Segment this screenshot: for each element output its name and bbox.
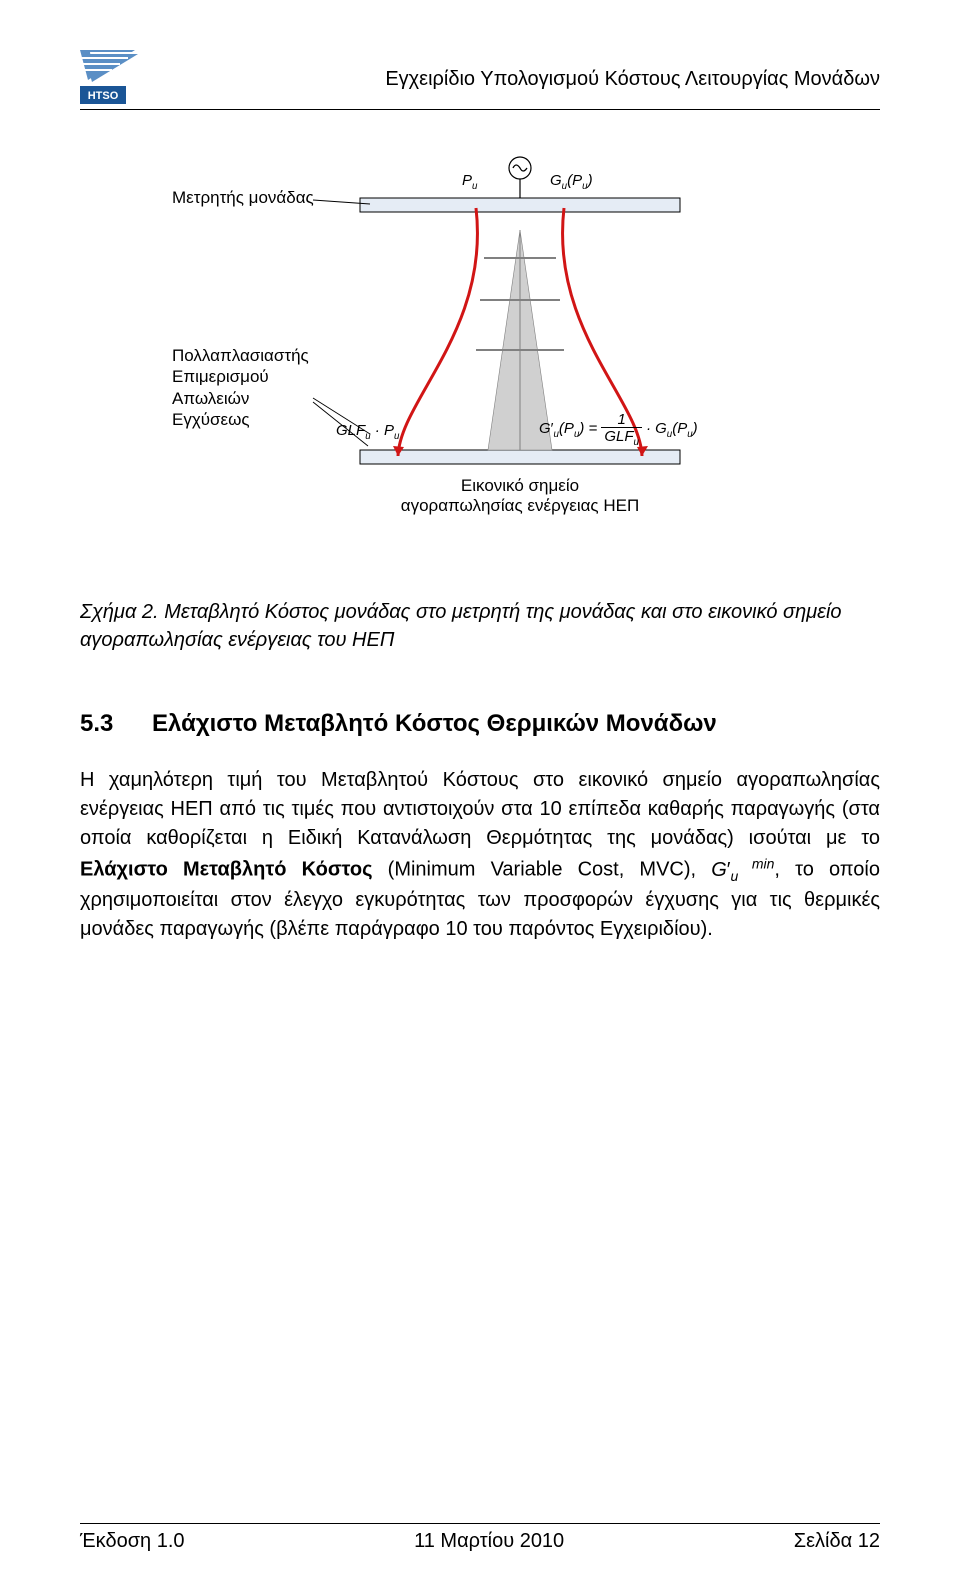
section-title: Ελάχιστο Μεταβλητό Κόστος Θερμικών Μονάδ…: [152, 710, 717, 737]
fig-label-meter: Μετρητής μονάδας: [172, 188, 314, 208]
footer-center: 11 Μαρτίου 2010: [414, 1530, 564, 1553]
header-title: Εγχειρίδιο Υπολογισμού Κόστους Λειτουργί…: [385, 50, 880, 91]
figure-caption: Σχήμα 2. Μεταβλητό Κόστος μονάδας στο με…: [80, 598, 880, 654]
fig-label-virtual-1: Εικονικό σημείο: [400, 476, 640, 496]
footer-right: Σελίδα 12: [794, 1530, 880, 1553]
fig-label-virtual-2: αγοραπωλησίας ενέργειας ΗΕΠ: [400, 496, 640, 516]
fig-label-mult-1: Πολλαπλασιαστής: [172, 345, 309, 366]
body-bold: Ελάχιστο Μεταβλητό Κόστος: [80, 859, 373, 881]
section-heading: 5.3Ελάχιστο Μεταβλητό Κόστος Θερμικών Μο…: [80, 710, 880, 738]
footer-left: Έκδοση 1.0: [80, 1530, 185, 1553]
page-header: HTSO Εγχειρίδιο Υπολογισμού Κόστους Λειτ…: [80, 50, 880, 110]
fig-eq-gupu: Gu(Pu): [550, 172, 593, 192]
page-footer: Έκδοση 1.0 11 Μαρτίου 2010 Σελίδα 12: [80, 1523, 880, 1553]
fig-label-mult-4: Εγχύσεως: [172, 409, 309, 430]
caption-text: Μεταβλητό Κόστος μονάδας στο μετρητή της…: [80, 601, 842, 651]
fig-eq-main: G′u(Pu) = 1 GLFu · Gu(Pu): [539, 412, 698, 448]
body-after-bold: (Minimum Variable Cost, MVC),: [373, 859, 712, 881]
caption-lead: Σχήμα 2.: [80, 601, 159, 623]
body-before-bold: Η χαμηλότερη τιμή του Μεταβλητού Κόστους…: [80, 769, 880, 849]
figure-schema-2: Μετρητής μονάδας Πολλαπλασιαστής Επιμερι…: [80, 150, 880, 570]
svg-text:HTSO: HTSO: [88, 90, 119, 102]
fig-label-mult-3: Απωλειών: [172, 388, 309, 409]
fig-eq-pu: Pu: [462, 172, 477, 192]
section-number: 5.3: [80, 710, 152, 738]
body-paragraph: Η χαμηλότερη τιμή του Μεταβλητού Κόστους…: [80, 766, 880, 944]
fig-eq-glfupu: GLFu · Pu: [336, 422, 399, 442]
body-math-symbol: G′u min: [711, 859, 774, 881]
htso-logo: HTSO: [80, 50, 150, 105]
fig-label-mult-2: Επιμερισμού: [172, 366, 309, 387]
